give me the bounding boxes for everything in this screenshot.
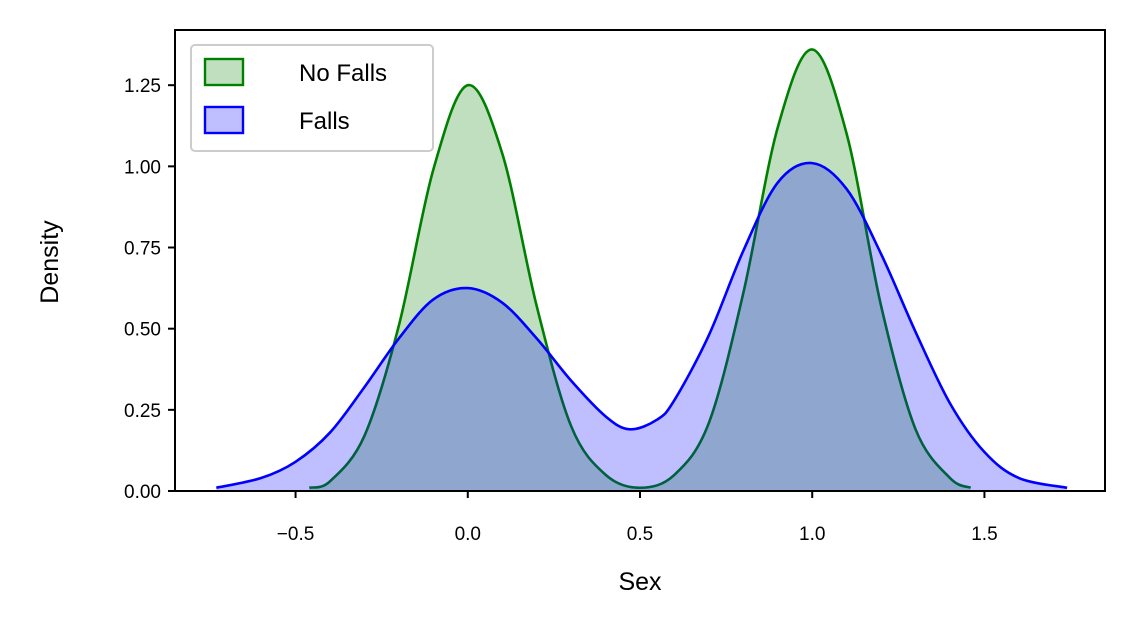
x-tick-label: 0.0 — [455, 524, 481, 545]
y-tick-label: 0.50 — [124, 320, 161, 341]
y-axis: 0.00 0.25 0.50 0.75 1.00 1.25 — [124, 76, 175, 503]
legend-box — [190, 44, 434, 152]
x-tick-label: 0.5 — [627, 524, 653, 545]
x-axis-label: Sex — [618, 568, 662, 596]
legend-swatch-falls — [203, 105, 245, 135]
y-tick-label: 0.00 — [124, 482, 161, 503]
legend-label-falls: Falls — [299, 108, 350, 135]
series-area-no-falls — [309, 49, 971, 491]
series-area-falls — [216, 162, 1068, 492]
y-axis-label: Density — [36, 220, 64, 304]
x-tick-label: 1.5 — [971, 524, 997, 545]
legend-label-no-falls: No Falls — [299, 60, 387, 87]
y-tick-label: 0.75 — [124, 239, 161, 260]
x-axis: −0.5 0.0 0.5 1.0 1.5 — [277, 491, 998, 545]
legend: No Falls Falls — [190, 44, 434, 152]
series-layer — [216, 48, 1068, 492]
x-tick-label: 1.0 — [799, 524, 825, 545]
series-line-no-falls — [308, 48, 972, 490]
y-tick-label: 1.25 — [124, 76, 161, 97]
series-line-falls — [216, 161, 1068, 490]
x-tick-label: −0.5 — [277, 524, 315, 545]
y-tick-label: 1.00 — [124, 157, 161, 178]
legend-swatch-no-falls — [203, 57, 245, 87]
y-tick-label: 0.25 — [124, 401, 161, 422]
